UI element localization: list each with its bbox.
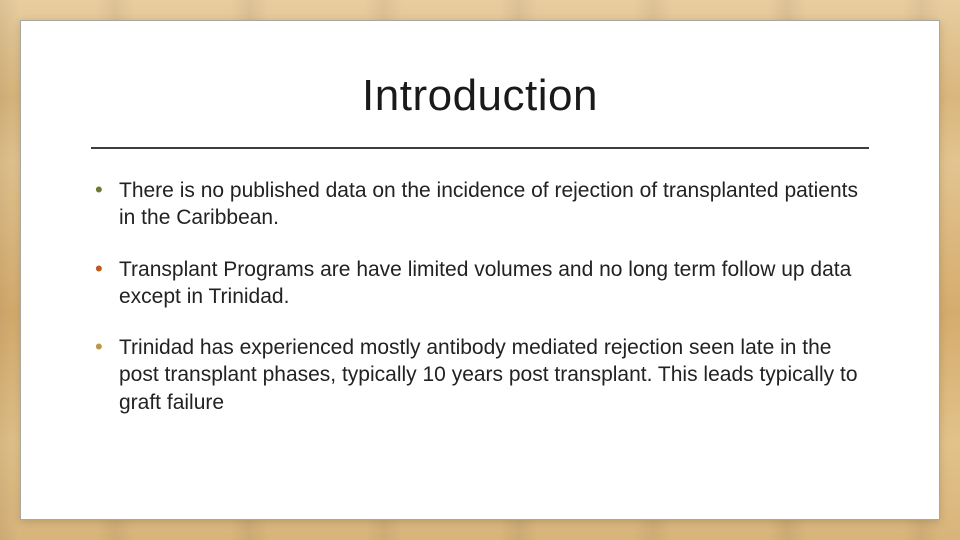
- slide-title: Introduction: [91, 71, 869, 121]
- bullet-item: Trinidad has experienced mostly antibody…: [91, 334, 869, 416]
- bullet-item: There is no published data on the incide…: [91, 177, 869, 232]
- bullet-item: Transplant Programs are have limited vol…: [91, 256, 869, 311]
- title-divider: [91, 147, 869, 149]
- bullet-list: There is no published data on the incide…: [91, 177, 869, 416]
- slide-card: Introduction There is no published data …: [20, 20, 940, 520]
